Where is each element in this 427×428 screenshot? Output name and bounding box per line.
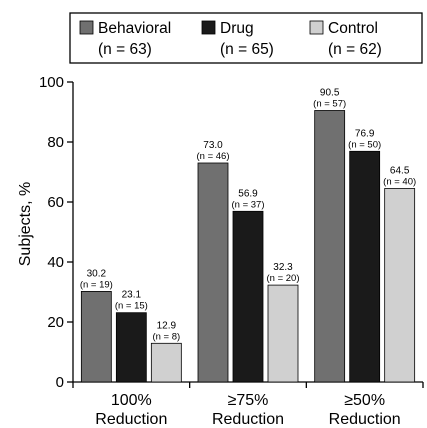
bar-n-label: (n = 20) [266, 273, 299, 284]
bar-behavioral-1 [80, 290, 112, 383]
bar-value-label: 12.9 [157, 320, 177, 331]
legend-swatch-control [309, 20, 324, 35]
bar-value-label: 32.3 [273, 262, 293, 273]
x-category-label: Reduction [212, 411, 284, 428]
legend-label: Control [328, 20, 378, 37]
bar-drug-1 [115, 312, 147, 383]
bar-value-label: 90.5 [320, 88, 340, 99]
bar-control-2 [267, 284, 299, 383]
bar-value-label: 23.1 [122, 290, 142, 301]
legend: Behavioral (n = 63) Drug (n = 65) Control (n … [69, 12, 423, 64]
legend-n-label: (n = 65) [220, 41, 274, 58]
bar-control-3 [384, 188, 416, 383]
legend-swatch-drug [201, 20, 216, 35]
bar-drug-3 [349, 150, 381, 383]
bar-value-label: 73.0 [203, 140, 223, 151]
bar-value-label: 56.9 [238, 188, 258, 199]
bar-n-label: (n = 40) [383, 177, 416, 188]
legend-label: Behavioral [98, 20, 171, 37]
bar-value-label: 64.5 [390, 166, 410, 177]
bar-n-label: (n = 19) [80, 279, 113, 290]
x-category-label: Reduction [95, 411, 167, 428]
bar-value-label: 30.2 [87, 268, 107, 279]
bar-control-1 [150, 342, 182, 383]
y-tick-label: 20 [47, 314, 64, 331]
legend-box [69, 12, 423, 64]
legend-n-label: (n = 63) [98, 41, 152, 58]
x-category-label: ≥50% [344, 392, 385, 409]
bar-behavioral-3 [314, 110, 346, 383]
bar-drug-2 [232, 210, 264, 383]
y-tick-label: 80 [47, 134, 64, 151]
bar-n-label: (n = 15) [115, 301, 148, 312]
x-category-label: ≥75% [228, 392, 269, 409]
x-category-label: Reduction [329, 411, 401, 428]
y-tick-label: 60 [47, 194, 64, 211]
bar-n-label: (n = 37) [231, 199, 264, 210]
bar-behavioral-2 [197, 162, 229, 383]
bar-value-label: 76.9 [355, 128, 375, 139]
y-tick-label: 100 [39, 74, 64, 91]
bar-n-label: (n = 46) [196, 151, 229, 162]
y-tick-label: 40 [47, 254, 64, 271]
bar-n-label: (n = 50) [348, 139, 381, 150]
legend-swatch-behavioral [79, 20, 94, 35]
bar-n-label: (n = 57) [313, 99, 346, 110]
bar-n-label: (n = 8) [152, 331, 180, 342]
legend-label: Drug [220, 20, 254, 37]
y-tick-label: 0 [56, 374, 64, 391]
x-category-label: 100% [111, 392, 152, 409]
y-axis-label: Subjects, % [17, 182, 34, 266]
legend-n-label: (n = 62) [328, 41, 382, 58]
